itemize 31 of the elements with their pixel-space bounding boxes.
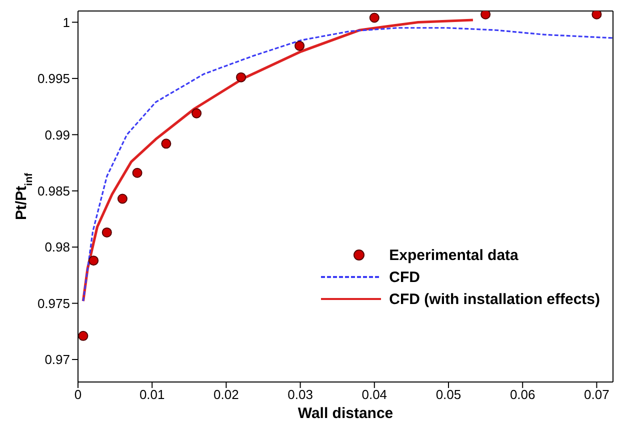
point <box>132 168 142 178</box>
point <box>161 138 172 149</box>
y-tick-label: 0.975 <box>37 296 70 311</box>
y-tick-label: 0.97 <box>44 352 70 368</box>
point <box>592 11 602 20</box>
legend-label: CFD <box>389 268 420 286</box>
x-tick-label: 0.03 <box>288 387 313 402</box>
point <box>236 72 246 82</box>
point <box>369 12 380 23</box>
point <box>117 194 128 204</box>
y-tick-label: 0.995 <box>37 71 70 86</box>
x-tick-label: 0.02 <box>214 387 239 402</box>
point <box>78 330 88 341</box>
y-tick-label: 0.98 <box>44 240 70 255</box>
legend-label: CFD (with installation effects) <box>389 290 600 308</box>
x-tick-label: 0.01 <box>139 387 165 402</box>
x-tick-label: 0.04 <box>362 387 388 402</box>
x-tick-label: 0.05 <box>436 387 462 402</box>
point <box>480 11 491 20</box>
x-tick-label: 0.06 <box>510 387 536 402</box>
y-tick-label: 0.985 <box>37 183 70 198</box>
x-axis-title: Wall distance <box>298 405 394 422</box>
x-tick-label: 0 <box>74 387 82 402</box>
point <box>88 256 99 266</box>
x-tick-label: 0.07 <box>584 387 610 402</box>
legend-label: Experimental data <box>389 246 518 264</box>
point <box>102 227 112 238</box>
point <box>294 40 305 51</box>
y-tick-label: 0.99 <box>44 127 70 142</box>
point <box>192 108 202 118</box>
y-tick-label: 1 <box>62 14 70 30</box>
